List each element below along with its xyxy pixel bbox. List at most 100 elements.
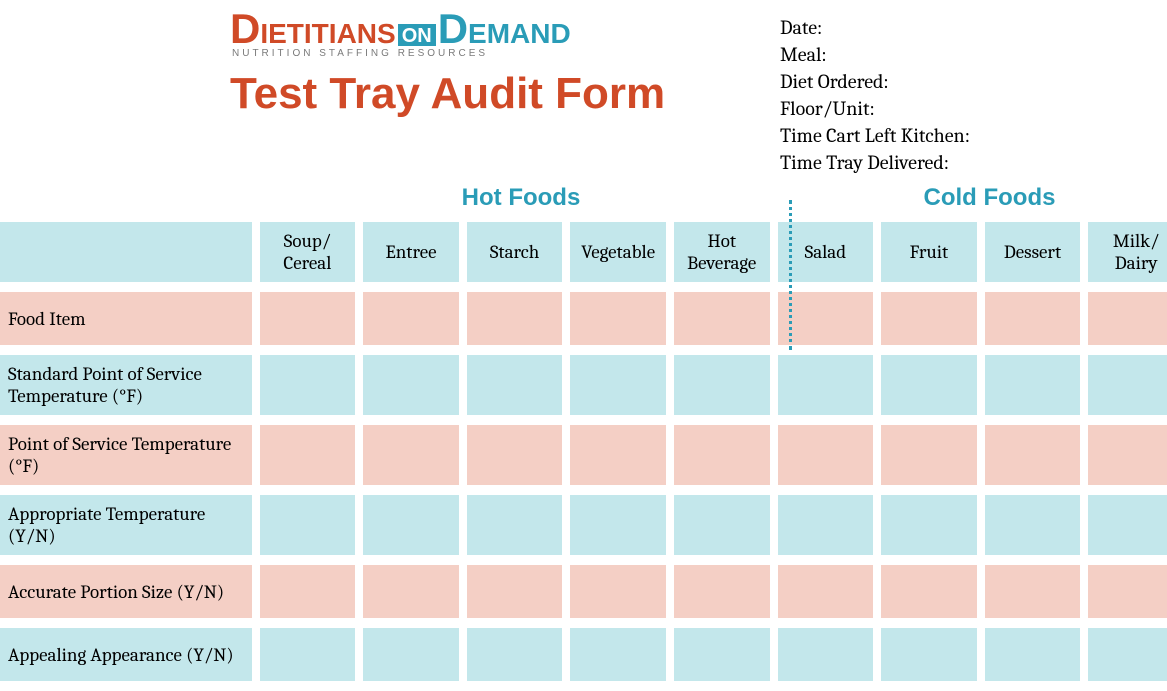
row-label-std-temp: Standard Point of Service Temperature (°…	[0, 355, 252, 415]
cell-approp-temp-soup[interactable]	[260, 495, 356, 555]
cell-appearance-salad[interactable]	[778, 628, 874, 681]
cell-food-item-entree[interactable]	[363, 292, 459, 345]
row-label-approp-temp: Appropriate Temperature (Y/N)	[0, 495, 252, 555]
cell-std-temp-hotbev[interactable]	[674, 355, 770, 415]
cell-food-item-fruit[interactable]	[881, 292, 977, 345]
meta-fields-block: Date: Meal: Diet Ordered: Floor/Unit: Ti…	[780, 12, 1167, 176]
cell-appearance-entree[interactable]	[363, 628, 459, 681]
cell-std-temp-salad[interactable]	[778, 355, 874, 415]
cell-food-item-hotbev[interactable]	[674, 292, 770, 345]
cell-food-item-starch[interactable]	[467, 292, 563, 345]
section-label-cold: Cold Foods	[792, 184, 1167, 212]
section-label-hot: Hot Foods	[0, 184, 792, 212]
meta-diet: Diet Ordered:	[780, 68, 1167, 95]
row-approp-temp: Appropriate Temperature (Y/N)	[0, 495, 1167, 555]
row-appearance: Appealing Appearance (Y/N)	[0, 628, 1167, 681]
row-food-item: Food Item	[0, 292, 1167, 345]
cell-approp-temp-starch[interactable]	[467, 495, 563, 555]
cell-food-item-dessert[interactable]	[985, 292, 1081, 345]
cell-portion-milk[interactable]	[1088, 565, 1167, 618]
cell-portion-hotbev[interactable]	[674, 565, 770, 618]
cell-pos-temp-milk[interactable]	[1088, 425, 1167, 485]
cell-portion-dessert[interactable]	[985, 565, 1081, 618]
hot-cold-divider	[789, 200, 792, 350]
cell-food-item-vegetable[interactable]	[570, 292, 666, 345]
cell-approp-temp-salad[interactable]	[778, 495, 874, 555]
cell-portion-vegetable[interactable]	[570, 565, 666, 618]
cell-pos-temp-soup[interactable]	[260, 425, 356, 485]
row-pos-temp: Point of Service Temperature (°F)	[0, 425, 1167, 485]
cell-portion-entree[interactable]	[363, 565, 459, 618]
table-header-row: Soup/ Cereal Entree Starch Vegetable Hot…	[0, 222, 1167, 282]
cell-pos-temp-vegetable[interactable]	[570, 425, 666, 485]
logo-rest-1: IETITIANS	[260, 18, 395, 49]
header-hot-beverage: Hot Beverage	[674, 222, 770, 282]
row-label-portion: Accurate Portion Size (Y/N)	[0, 565, 252, 618]
header-soup: Soup/ Cereal	[260, 222, 356, 282]
meta-cart-left: Time Cart Left Kitchen:	[780, 122, 1167, 149]
cell-approp-temp-fruit[interactable]	[881, 495, 977, 555]
cell-approp-temp-hotbev[interactable]	[674, 495, 770, 555]
meta-date: Date:	[780, 14, 1167, 41]
row-std-temp: Standard Point of Service Temperature (°…	[0, 355, 1167, 415]
meta-meal: Meal:	[780, 41, 1167, 68]
meta-delivered: Time Tray Delivered:	[780, 149, 1167, 176]
cell-approp-temp-entree[interactable]	[363, 495, 459, 555]
row-label-appearance: Appealing Appearance (Y/N)	[0, 628, 252, 681]
logo-word-on: ON	[398, 24, 436, 46]
row-portion: Accurate Portion Size (Y/N)	[0, 565, 1167, 618]
cell-pos-temp-dessert[interactable]	[985, 425, 1081, 485]
cell-appearance-starch[interactable]	[467, 628, 563, 681]
section-labels-row: Hot Foods Cold Foods	[0, 184, 1167, 212]
logo-cap-d1: D	[230, 12, 260, 46]
cell-pos-temp-starch[interactable]	[467, 425, 563, 485]
header-dessert: Dessert	[985, 222, 1081, 282]
cell-std-temp-soup[interactable]	[260, 355, 356, 415]
cell-std-temp-milk[interactable]	[1088, 355, 1167, 415]
cell-appearance-soup[interactable]	[260, 628, 356, 681]
cell-food-item-milk[interactable]	[1088, 292, 1167, 345]
cell-std-temp-fruit[interactable]	[881, 355, 977, 415]
cell-appearance-dessert[interactable]	[985, 628, 1081, 681]
cell-portion-starch[interactable]	[467, 565, 563, 618]
header-vegetable: Vegetable	[570, 222, 666, 282]
cell-std-temp-dessert[interactable]	[985, 355, 1081, 415]
cell-food-item-soup[interactable]	[260, 292, 356, 345]
row-label-pos-temp: Point of Service Temperature (°F)	[0, 425, 252, 485]
header-blank	[0, 222, 252, 282]
cell-portion-salad[interactable]	[778, 565, 874, 618]
cell-std-temp-vegetable[interactable]	[570, 355, 666, 415]
logo-tagline: NUTRITION STAFFING RESOURCES	[230, 48, 780, 59]
form-title: Test Tray Audit Form	[230, 69, 780, 119]
header-entree: Entree	[363, 222, 459, 282]
logo-word-demand: DEMAND	[438, 12, 571, 48]
meta-floor: Floor/Unit:	[780, 95, 1167, 122]
cell-std-temp-entree[interactable]	[363, 355, 459, 415]
audit-form-page: DIETITIANSONDEMAND NUTRITION STAFFING RE…	[0, 0, 1167, 691]
audit-table: Soup/ Cereal Entree Starch Vegetable Hot…	[0, 212, 1167, 691]
cell-appearance-hotbev[interactable]	[674, 628, 770, 681]
cell-pos-temp-fruit[interactable]	[881, 425, 977, 485]
cell-approp-temp-dessert[interactable]	[985, 495, 1081, 555]
row-label-food-item: Food Item	[0, 292, 252, 345]
logo-rest-2: EMAND	[468, 18, 571, 49]
logo-word-dietitians: DIETITIANS	[230, 12, 396, 48]
cell-approp-temp-milk[interactable]	[1088, 495, 1167, 555]
cell-pos-temp-salad[interactable]	[778, 425, 874, 485]
cell-appearance-milk[interactable]	[1088, 628, 1167, 681]
cell-appearance-fruit[interactable]	[881, 628, 977, 681]
cell-pos-temp-hotbev[interactable]	[674, 425, 770, 485]
header-row: DIETITIANSONDEMAND NUTRITION STAFFING RE…	[0, 0, 1167, 176]
cell-portion-fruit[interactable]	[881, 565, 977, 618]
cell-approp-temp-vegetable[interactable]	[570, 495, 666, 555]
cell-portion-soup[interactable]	[260, 565, 356, 618]
header-fruit: Fruit	[881, 222, 977, 282]
header-starch: Starch	[467, 222, 563, 282]
cell-appearance-vegetable[interactable]	[570, 628, 666, 681]
logo-title-block: DIETITIANSONDEMAND NUTRITION STAFFING RE…	[0, 12, 780, 176]
cell-std-temp-starch[interactable]	[467, 355, 563, 415]
cell-pos-temp-entree[interactable]	[363, 425, 459, 485]
logo-cap-d2: D	[438, 12, 468, 46]
header-milk: Milk/ Dairy	[1088, 222, 1167, 282]
brand-logo: DIETITIANSONDEMAND	[230, 12, 780, 48]
